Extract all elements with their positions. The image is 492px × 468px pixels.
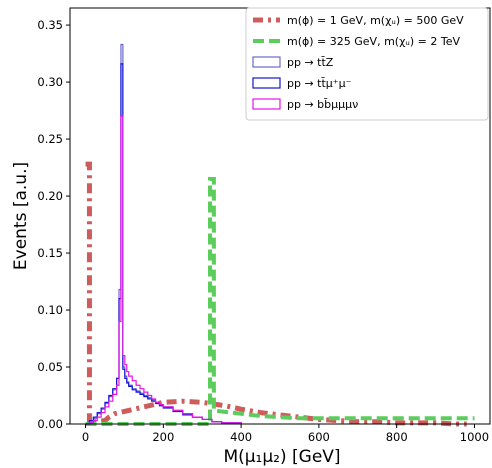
- legend-label: m(ϕ) = 325 GeV, m(χᵤ) = 2 TeV: [287, 35, 460, 48]
- x-tick-label: 800: [386, 430, 408, 444]
- ticks-layer: 0 200 400 600 800 1000 0.00 0.05 0.10 0.15 0.20 0.2…: [37, 18, 489, 444]
- y-axis-label: Events [a.u.]: [11, 162, 31, 270]
- x-tick-label: 200: [152, 430, 174, 444]
- y-tick-label: 0.05: [37, 360, 63, 374]
- legend: m(ϕ) = 1 GeV, m(χᵤ) = 500 GeV m(ϕ) = 325 …: [245, 7, 489, 121]
- series-line-0: [85, 161, 467, 428]
- legend-swatch: [252, 77, 281, 89]
- legend-label: pp → tt̄μ⁺μ⁻: [287, 77, 352, 90]
- x-tick-label: 400: [230, 430, 252, 444]
- y-tick-label: 0.25: [37, 132, 63, 146]
- series-layer: [85, 43, 475, 428]
- y-tick-label: 0.00: [37, 417, 63, 431]
- legend-box: [245, 7, 489, 121]
- y-tick-label: 0.20: [37, 189, 63, 203]
- y-tick-label: 0.30: [37, 75, 63, 89]
- series-line-3: [85, 63, 242, 425]
- y-tick-label: 0.15: [37, 246, 63, 260]
- legend-swatch: [252, 98, 281, 110]
- x-tick-label: 0: [82, 430, 89, 444]
- legend-label: pp → bb̄μμμν: [287, 98, 358, 111]
- series-line-1: [85, 176, 475, 426]
- legend-label: pp → tt̄Z: [287, 56, 334, 69]
- x-axis-label: M(μ₁μ₂) [GeV]: [223, 447, 340, 467]
- x-tick-label: 1000: [460, 430, 489, 444]
- x-tick-label: 600: [308, 430, 330, 444]
- y-tick-label: 0.10: [37, 303, 63, 317]
- y-tick-label: 0.35: [37, 18, 63, 32]
- legend-label: m(ϕ) = 1 GeV, m(χᵤ) = 500 GeV: [287, 14, 464, 27]
- series-line-4: [85, 115, 242, 425]
- legend-swatch: [252, 56, 281, 68]
